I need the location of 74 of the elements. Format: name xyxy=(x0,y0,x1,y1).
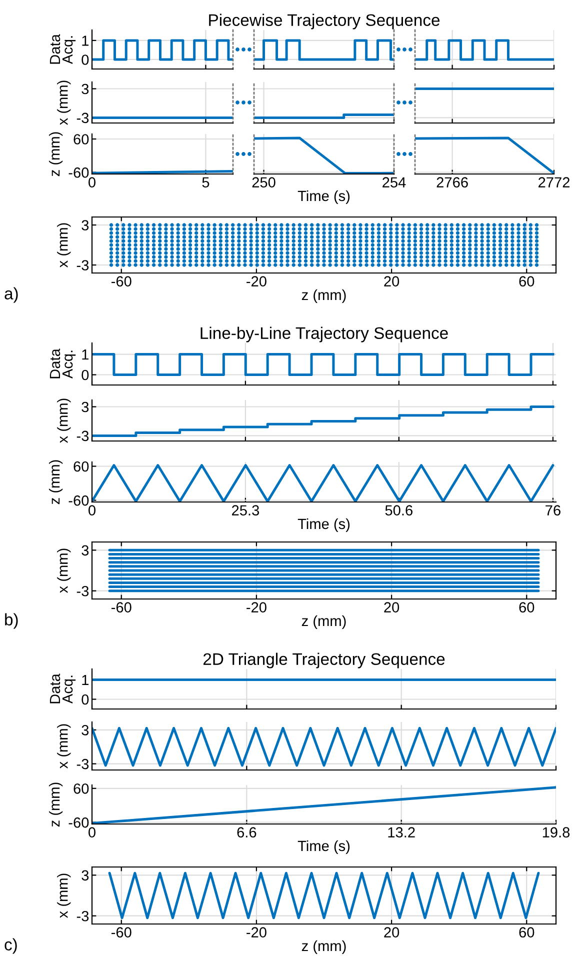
x-tick-label: 2772 xyxy=(538,177,570,188)
y-axis-title: x (mm) xyxy=(57,724,71,769)
y-tick-label: -3 xyxy=(76,910,89,922)
x-axis-title: z (mm) xyxy=(302,289,346,303)
x-tick-label: 6.6 xyxy=(237,827,256,838)
x-tick-label: 250 xyxy=(252,177,276,188)
y-axis-title: Data Acq. xyxy=(50,34,76,64)
y-tick-label: -60 xyxy=(68,495,89,506)
y-tick-label: 1 xyxy=(82,36,89,46)
y-tick-label: 60 xyxy=(74,783,89,794)
chart-title: 2D Triangle Trajectory Sequence xyxy=(203,652,445,668)
y-axis-title: z (mm) xyxy=(48,460,63,504)
x-tick-label: -20 xyxy=(246,276,266,286)
x-axis-title: Time (s) xyxy=(298,190,350,204)
x-tick-label: 20 xyxy=(384,927,400,938)
y-tick-label: -3 xyxy=(76,112,89,124)
x-tick-label: 60 xyxy=(519,927,534,938)
y-tick-label: -3 xyxy=(76,758,89,770)
x-axis-title: z (mm) xyxy=(302,615,346,629)
y-axis-title: z (mm) xyxy=(48,782,63,827)
y-tick-label: 3 xyxy=(82,402,89,412)
y-tick-label: -3 xyxy=(76,430,89,442)
y-tick-label: -60 xyxy=(68,817,89,828)
x-tick-label: 5 xyxy=(202,177,210,188)
y-tick-label: 3 xyxy=(82,870,89,881)
x-tick-label: 50.6 xyxy=(385,505,412,516)
y-tick-label: -3 xyxy=(76,586,89,596)
chart-title: Line-by-Line Trajectory Sequence xyxy=(200,326,448,342)
y-axis-title: x (mm) xyxy=(57,874,71,918)
x-tick-label: 0 xyxy=(88,505,96,516)
x-tick-label: -60 xyxy=(111,276,132,286)
y-tick-label: 60 xyxy=(74,134,89,144)
x-tick-label: 20 xyxy=(384,276,400,286)
y-axis-title: Data Acq. xyxy=(50,674,76,704)
x-tick-label: 19.8 xyxy=(542,827,570,838)
y-tick-label: 1 xyxy=(82,350,89,360)
y-tick-label: 3 xyxy=(82,545,89,556)
y-axis-title: Data Acq. xyxy=(50,348,76,379)
y-axis-title: x (mm) xyxy=(57,80,71,126)
y-axis-title: x (mm) xyxy=(57,223,71,268)
x-tick-label: 60 xyxy=(519,276,534,286)
y-tick-label: 3 xyxy=(82,220,89,230)
y-tick-label: 1 xyxy=(82,674,89,686)
y-tick-label: 3 xyxy=(82,84,89,94)
text: c) xyxy=(4,938,17,954)
x-tick-label: 60 xyxy=(519,602,534,612)
x-tick-label: -20 xyxy=(246,602,266,612)
x-tick-label: 13.2 xyxy=(388,827,415,838)
y-axis-title: z (mm) xyxy=(48,132,63,176)
chart-title: Piecewise Trajectory Sequence xyxy=(209,14,440,30)
y-tick-label: 0 xyxy=(82,694,89,705)
x-tick-label: 20 xyxy=(384,602,400,612)
x-axis-title: Time (s) xyxy=(298,840,350,854)
x-axis-title: Time (s) xyxy=(298,518,350,532)
y-axis-title: x (mm) xyxy=(57,398,71,444)
y-tick-label: -60 xyxy=(68,167,89,178)
x-tick-label: -60 xyxy=(111,927,132,938)
y-tick-label: 3 xyxy=(82,725,89,736)
x-tick-label: -60 xyxy=(111,602,132,612)
y-tick-label: 60 xyxy=(74,461,89,472)
x-tick-label: -20 xyxy=(246,927,266,938)
y-tick-label: 0 xyxy=(82,370,89,380)
x-axis-title: z (mm) xyxy=(302,940,346,954)
x-tick-label: 254 xyxy=(382,177,406,188)
x-tick-label: 76 xyxy=(546,505,560,516)
text: b) xyxy=(5,613,18,629)
x-tick-label: 25.3 xyxy=(232,505,260,516)
x-tick-label: 2766 xyxy=(436,177,468,188)
text: a) xyxy=(4,287,18,303)
x-tick-label: 0 xyxy=(88,177,96,188)
x-tick-label: 0 xyxy=(88,827,96,838)
y-tick-label: 0 xyxy=(82,54,89,65)
y-tick-label: -3 xyxy=(76,260,89,270)
y-axis-title: x (mm) xyxy=(57,548,71,594)
